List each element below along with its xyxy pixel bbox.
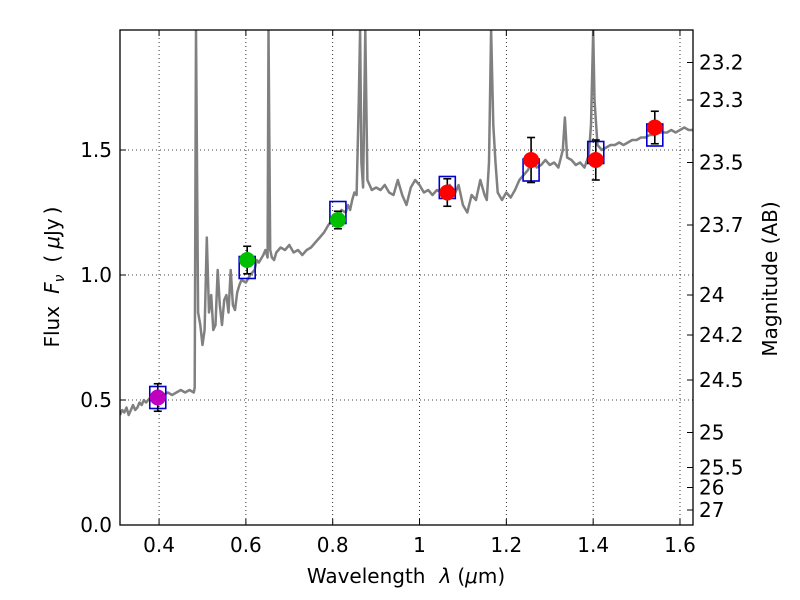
y2-tick-label-2: 23.5	[699, 151, 744, 175]
x-tick-label-5: 1.4	[577, 533, 609, 557]
x-tick-label-6: 1.6	[664, 533, 696, 557]
observed-photometry	[149, 110, 663, 413]
y-axis-label: FluxFν(μJy)	[40, 206, 68, 347]
y2-tick-label-10: 27	[699, 498, 724, 522]
y2-tick-label-1: 23.3	[699, 88, 744, 112]
observed-marker	[329, 212, 346, 228]
observed-point-2	[329, 210, 346, 230]
x-ticks: 0.4 0.6 0.8 1 1.2 1.4 1.6	[143, 30, 696, 557]
y2-tick-label-4: 24	[699, 283, 724, 307]
observed-point-4	[523, 136, 540, 184]
observed-marker	[439, 184, 456, 201]
y2-axis-label: Magnitude (AB)	[758, 201, 782, 356]
observed-marker	[587, 152, 604, 168]
observed-point-5	[587, 139, 604, 181]
y-tick-label-0: 0.0	[80, 513, 112, 537]
observed-point-1	[239, 245, 256, 275]
x-tick-label-3: 1	[413, 533, 426, 557]
y-tick-label-3: 1.5	[80, 138, 112, 162]
observed-point-3	[439, 177, 456, 208]
x-tick-label-1: 0.6	[230, 533, 262, 557]
x-tick-label-4: 1.2	[490, 533, 522, 557]
x-tick-label-0: 0.4	[143, 533, 175, 557]
observed-marker	[646, 119, 663, 136]
spectrum-line	[120, 30, 693, 417]
y2-tick-label-8: 25.5	[699, 456, 744, 480]
y2-tick-label-9: 26	[699, 476, 724, 500]
x-axis-label: Wavelength λ (μm)	[307, 564, 505, 588]
y2-tick-label-0: 23.2	[699, 51, 744, 75]
plot-frame	[119, 29, 694, 526]
observed-marker	[523, 152, 540, 168]
y-ticks: 0.0 0.5 1.0 1.5	[80, 138, 126, 537]
y2-tick-label-7: 25	[699, 421, 724, 445]
grid	[120, 30, 693, 526]
observed-marker	[149, 389, 166, 406]
y2-tick-label-5: 24.2	[699, 323, 744, 347]
y-tick-label-2: 1.0	[80, 263, 112, 287]
x-tick-label-2: 0.8	[317, 533, 349, 557]
y2-tick-label-3: 23.7	[699, 213, 744, 237]
y2-tick-label-6: 24.5	[699, 368, 744, 392]
observed-marker	[239, 252, 256, 268]
observed-point-6	[646, 110, 663, 145]
y-tick-label-1: 0.5	[80, 388, 112, 412]
observed-point-0	[149, 382, 166, 413]
